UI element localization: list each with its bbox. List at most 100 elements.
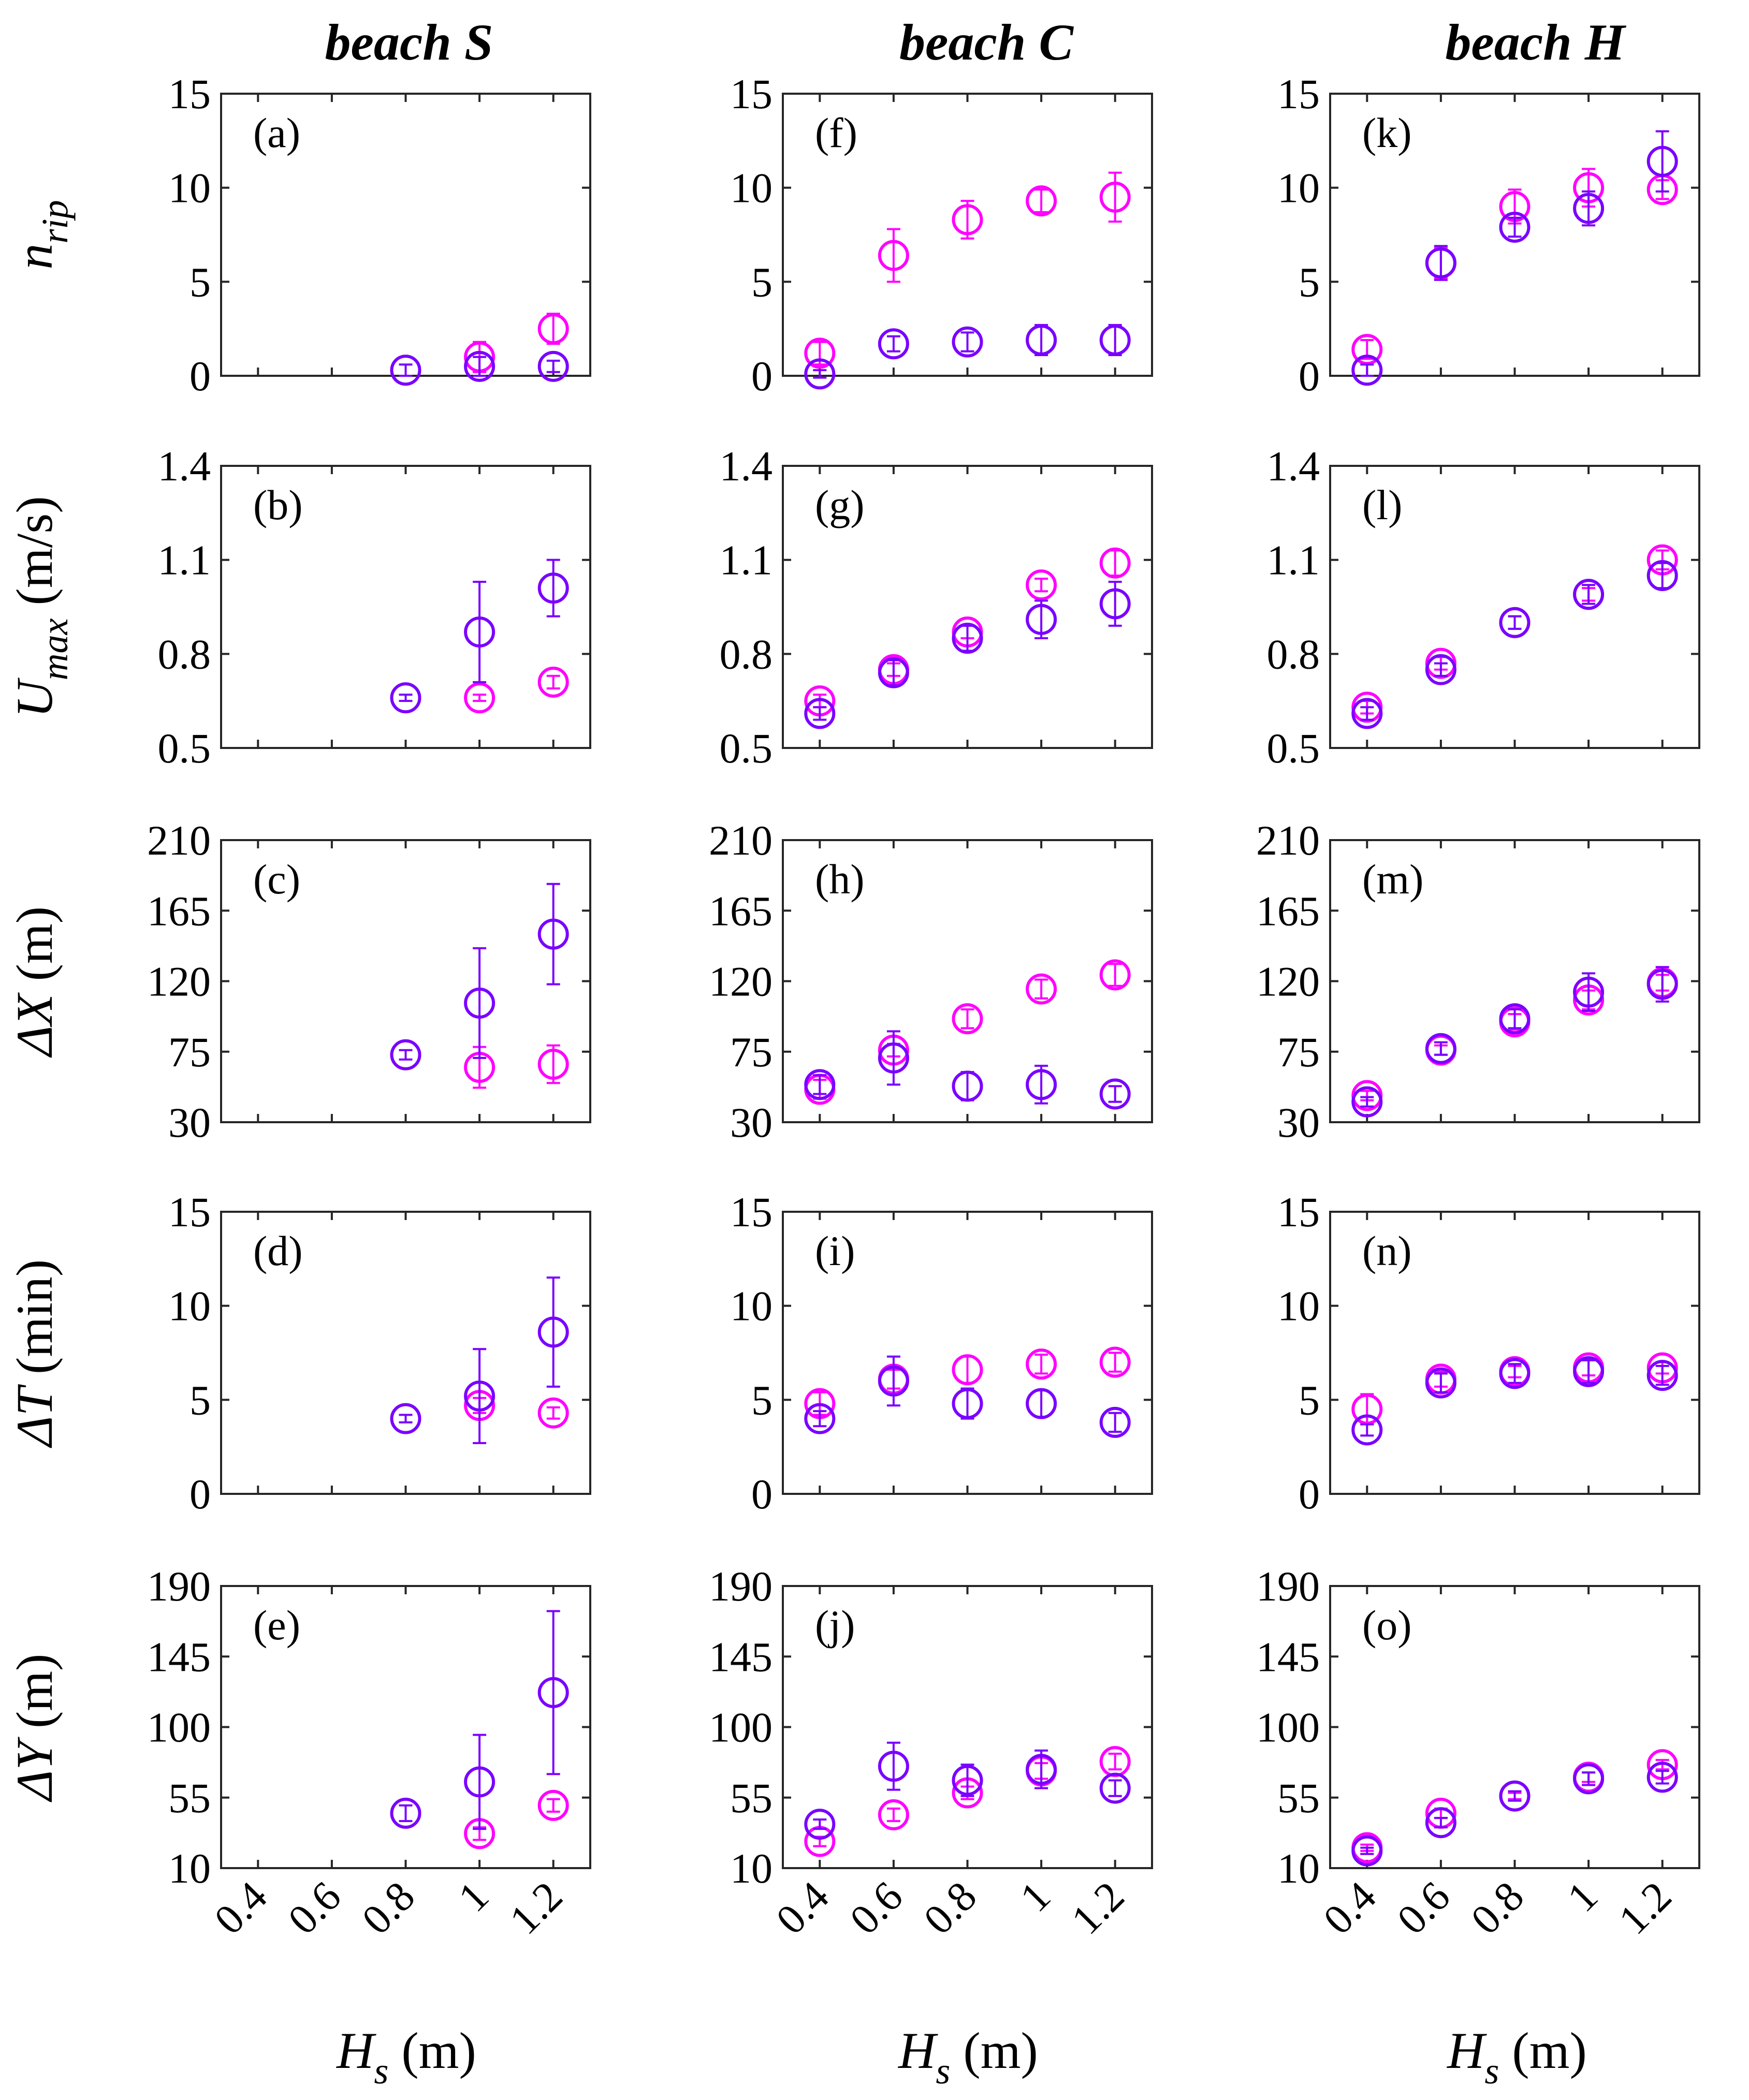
column-title: beach C (899, 13, 1074, 71)
panel-k: 0 5 10 15 (k) (1277, 70, 1700, 400)
y-tick-label: 1.1 (158, 537, 211, 584)
data-point (952, 326, 983, 358)
y-tick-label: 10 (730, 1845, 773, 1892)
data-point (537, 350, 569, 382)
data-point (952, 1354, 983, 1386)
data-point (878, 328, 909, 360)
data-point (464, 616, 495, 648)
y-tick-label: 0.5 (1267, 725, 1320, 772)
panel-label: (e) (253, 1602, 300, 1649)
y-tick-label: 55 (730, 1774, 773, 1822)
y-tick-label: 5 (751, 258, 773, 305)
data-point (1026, 185, 1057, 217)
panel-n: 0 5 10 15 (n) (1277, 1188, 1700, 1518)
y-tick-label: 55 (1277, 1774, 1320, 1822)
y-tick-label: 10 (168, 1845, 211, 1892)
y-tick-label: 10 (168, 165, 211, 212)
y-tick-label: 10 (730, 165, 773, 212)
y-tick-label: 1.1 (1267, 537, 1320, 584)
y-axis-label-subscript: max (34, 618, 76, 680)
y-tick-label: 145 (147, 1633, 211, 1680)
data-point (804, 1069, 836, 1100)
data-point (537, 313, 569, 345)
data-point (537, 1677, 569, 1708)
data-point (878, 1751, 909, 1782)
x-tick-label: 0.4 (205, 1872, 276, 1943)
y-tick-label: 190 (1256, 1563, 1320, 1610)
y-tick-label: 15 (168, 70, 211, 118)
series-2 (1351, 130, 1678, 386)
data-point (1026, 1754, 1057, 1785)
series-1 (464, 1789, 569, 1849)
x-tick-label: 1 (1011, 1872, 1059, 1920)
panel-label: (h) (815, 856, 865, 903)
y-tick-label: 0.5 (720, 725, 773, 772)
column-title: beach H (1445, 13, 1626, 71)
data-point (804, 358, 836, 390)
panel-o: 10 55 100 145 190 0.4 0.6 0.8 1 1.2 (o) (1256, 1563, 1700, 1943)
series-2 (390, 559, 569, 714)
data-point (464, 682, 495, 714)
series-2 (804, 581, 1131, 729)
y-axis-label-subscript: rip (34, 200, 76, 243)
panel-e: 10 55 100 145 190 0.4 0.6 0.8 1 1.2 (e) (147, 1563, 591, 1943)
series-2 (1351, 1761, 1678, 1867)
data-point (878, 240, 909, 271)
series-2 (390, 883, 569, 1070)
data-point (952, 204, 983, 236)
data-point (1499, 1003, 1531, 1035)
y-tick-label: 210 (147, 817, 211, 864)
x-tick-label: 0.8 (1462, 1872, 1533, 1943)
y-tick-label: 0.8 (720, 630, 773, 678)
y-tick-label: 165 (147, 887, 211, 934)
y-tick-label: 145 (1256, 1633, 1320, 1680)
y-axis-label-unit: (m) (6, 1654, 63, 1741)
series-2 (804, 1741, 1131, 1840)
data-point (390, 355, 421, 386)
y-tick-label: 75 (1277, 1029, 1320, 1076)
data-point (537, 1397, 569, 1429)
data-point (1351, 1393, 1383, 1425)
data-point (537, 1789, 569, 1821)
y-tick-label: 0 (190, 1471, 211, 1518)
y-tick-label: 100 (147, 1704, 211, 1751)
y-tick-label: 75 (730, 1029, 773, 1076)
x-tick-label: 1 (1558, 1872, 1606, 1920)
data-point (952, 1765, 983, 1796)
data-point (804, 1809, 836, 1840)
x-tick-label: 1 (449, 1872, 497, 1920)
x-tick-label: 0.4 (767, 1872, 838, 1943)
x-axis-label-unit: (m) (1499, 2022, 1586, 2079)
x-tick-label: 0.6 (841, 1872, 912, 1943)
x-tick-label: 1.2 (501, 1872, 572, 1943)
series-2 (1351, 1356, 1678, 1446)
x-tick-label: 0.8 (353, 1872, 424, 1943)
panel-label: (b) (253, 481, 303, 528)
y-tick-label: 1.4 (1267, 443, 1320, 490)
data-point (1646, 1360, 1678, 1391)
x-axis-label: Hs (m) (1446, 2022, 1587, 2092)
y-tick-label: 190 (147, 1563, 211, 1610)
data-point (1099, 1346, 1131, 1378)
y-tick-label: 30 (730, 1099, 773, 1146)
x-axis-label: Hs (m) (897, 2022, 1038, 2092)
panel-m: 30 75 120 165 210 (m) (1256, 817, 1700, 1146)
data-point (1425, 1807, 1456, 1839)
y-tick-label: 15 (168, 1188, 211, 1236)
data-point (464, 350, 495, 382)
series-1 (1351, 967, 1678, 1111)
data-point (1646, 1761, 1678, 1793)
data-point (1351, 698, 1383, 729)
data-point (1573, 193, 1605, 224)
y-tick-label: 10 (1277, 1845, 1320, 1892)
data-point (1573, 1356, 1605, 1387)
data-point (1573, 1763, 1605, 1795)
data-point (1425, 247, 1456, 278)
x-axis-label-symbol: H (336, 2022, 376, 2079)
series-2 (804, 324, 1131, 390)
data-point (1425, 654, 1456, 685)
data-point (1351, 1414, 1383, 1446)
y-tick-label: 0.8 (1267, 630, 1320, 678)
series-1 (1351, 168, 1678, 365)
x-axis-label-unit: (m) (388, 2022, 476, 2079)
